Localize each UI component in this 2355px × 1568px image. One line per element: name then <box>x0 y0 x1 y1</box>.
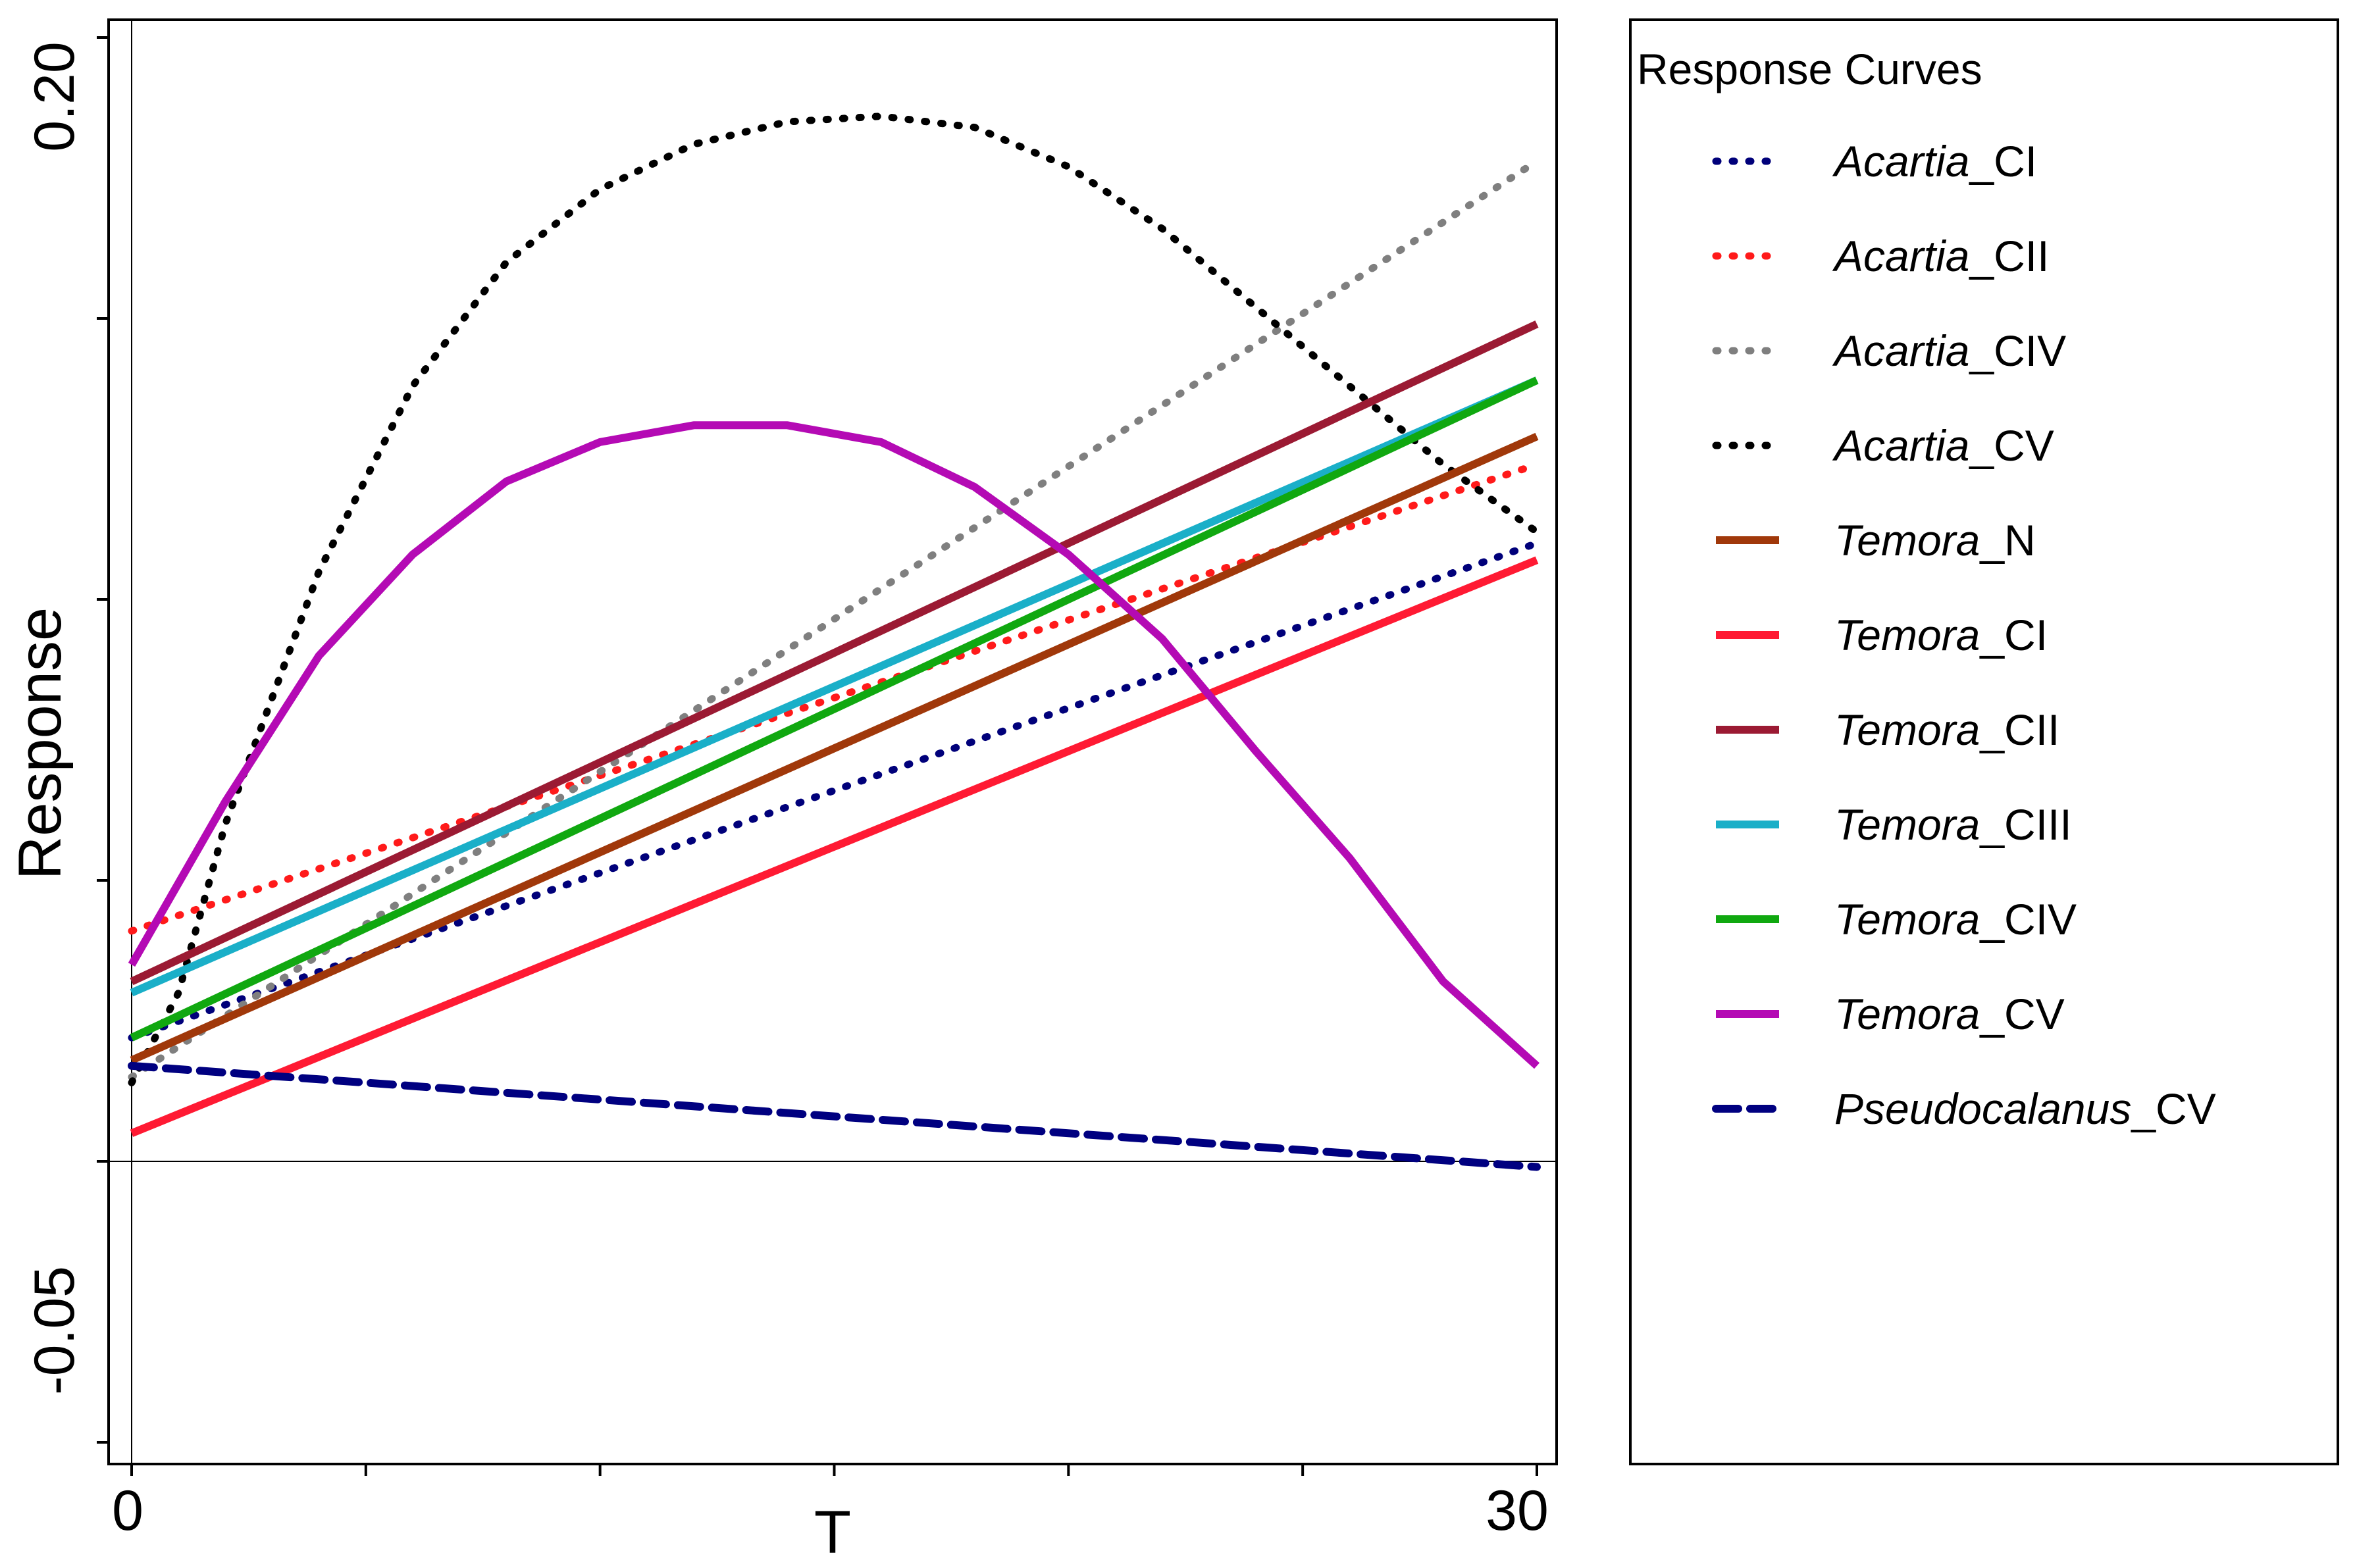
series-line-Acartia_CII <box>128 461 1541 935</box>
reference-lines <box>109 20 1557 1464</box>
series-line-Pseudocalanus_CV <box>128 1061 1541 1171</box>
series-line-Temora_CIII <box>130 376 1539 997</box>
series-line-Temora_CII <box>130 320 1539 986</box>
legend-label-genus: Acartia <box>1832 137 1969 186</box>
series-line-Acartia_CV <box>128 113 1541 1086</box>
x-axis-ticks <box>130 1464 1538 1476</box>
legend-label-stage: _CII <box>1969 232 2049 280</box>
legend-label-stage: _CIV <box>1969 326 2066 375</box>
legend-label-stage: _CII <box>1979 705 2059 754</box>
series-layer <box>128 113 1541 1171</box>
legend-label-stage: _N <box>1979 516 2035 565</box>
legend-label: Temora_CIV <box>1834 895 2077 944</box>
legend-items: Acartia_CIAcartia_CIIAcartia_CIVAcartia_… <box>1712 137 2216 1133</box>
y-tick-label-max: 0.20 <box>23 41 86 151</box>
legend-item-Acartia_CI: Acartia_CI <box>1712 137 2037 186</box>
legend-label-genus: Acartia <box>1832 232 1969 280</box>
legend-label-stage: _CV <box>1979 990 2064 1038</box>
legend-label-stage: _CIII <box>1979 800 2071 849</box>
legend-label-genus: Temora <box>1834 705 1980 754</box>
series-line-Temora_CV <box>128 421 1540 1069</box>
legend-item-Temora_CIII: Temora_CIII <box>1716 800 2072 849</box>
legend-item-Acartia_CIV: Acartia_CIV <box>1712 326 2066 375</box>
series-line-Temora_CI <box>130 556 1539 1137</box>
legend-label: Acartia_CV <box>1832 421 2054 470</box>
legend-label-genus: Pseudocalanus <box>1834 1084 2131 1133</box>
legend-label-genus: Temora <box>1834 516 1980 565</box>
legend-label-genus: Temora <box>1834 611 1980 659</box>
legend-label: Temora_CIII <box>1834 800 2072 849</box>
legend-box <box>1629 18 2339 1465</box>
legend-item-Temora_CII: Temora_CII <box>1716 705 2059 754</box>
y-axis-title: Response <box>7 607 74 880</box>
legend-label-stage: _CV <box>2131 1084 2215 1133</box>
legend-label-stage: _CI <box>1969 137 2037 186</box>
legend-label: Acartia_CI <box>1832 137 2037 186</box>
legend-label: Acartia_CIV <box>1832 326 2066 375</box>
legend-label: Temora_CII <box>1834 705 2059 754</box>
legend-label-genus: Temora <box>1834 990 1980 1038</box>
legend-label-stage: _CIV <box>1979 895 2077 944</box>
legend-item-Temora_CV: Temora_CV <box>1716 990 2065 1038</box>
legend-item-Temora_CI: Temora_CI <box>1716 611 2048 659</box>
legend-label-stage: _CV <box>1969 421 2054 470</box>
y-axis-ticks <box>97 36 109 1444</box>
legend-item-Acartia_CV: Acartia_CV <box>1712 421 2054 470</box>
legend-label-genus: Acartia <box>1832 421 1969 470</box>
series-line-Temora_N <box>130 432 1539 1064</box>
y-tick-label-min: -0.05 <box>23 1266 86 1395</box>
legend-item-Acartia_CII: Acartia_CII <box>1712 232 2049 280</box>
legend-label-genus: Temora <box>1834 895 1980 944</box>
legend-label: Pseudocalanus_CV <box>1834 1084 2216 1133</box>
x-axis-title: T <box>814 1499 851 1566</box>
legend-label: Temora_N <box>1834 516 2036 565</box>
legend-label: Temora_CV <box>1834 990 2065 1038</box>
legend-item-Temora_CIV: Temora_CIV <box>1716 895 2077 944</box>
x-tick-label-min: 0 <box>112 1479 143 1542</box>
legend-item-Pseudocalanus_CV: Pseudocalanus_CV <box>1712 1084 2216 1133</box>
legend-item-Temora_N: Temora_N <box>1716 516 2036 565</box>
legend-title: Response Curves <box>1637 45 1982 93</box>
legend-label-genus: Temora <box>1834 800 1980 849</box>
legend-label-genus: Acartia <box>1832 326 1969 375</box>
legend-label: Temora_CI <box>1834 611 2048 659</box>
x-tick-label-max: 30 <box>1486 1479 1549 1542</box>
legend-label-stage: _CI <box>1979 611 2048 659</box>
series-line-Temora_CIV <box>130 376 1539 1042</box>
legend-label: Acartia_CII <box>1832 232 2049 280</box>
plot-frame <box>107 18 1558 1465</box>
